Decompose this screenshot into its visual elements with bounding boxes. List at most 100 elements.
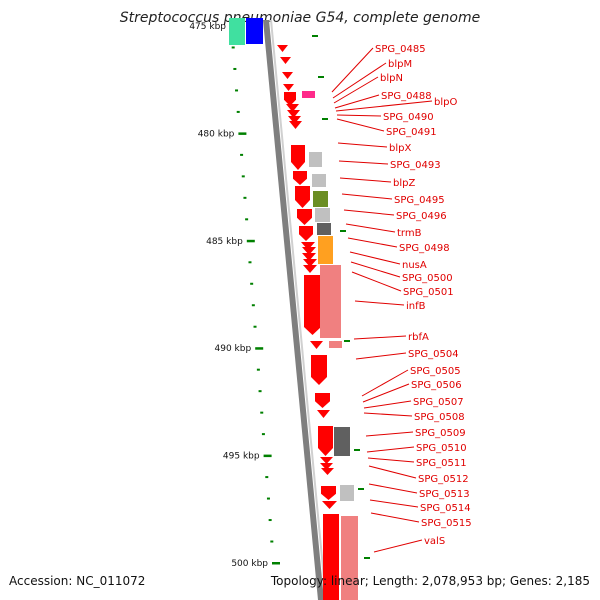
gene-label: SPG_0506	[411, 380, 462, 391]
gene-label: blpN	[380, 73, 403, 84]
gene-block-red	[323, 514, 339, 600]
minor-tick	[260, 411, 264, 414]
track-tick	[322, 118, 328, 120]
gene-label: blpZ	[393, 178, 415, 189]
gene-label-leader	[331, 47, 374, 93]
feature-block-salmon	[329, 341, 342, 348]
minor-tick	[253, 325, 257, 328]
minor-tick	[258, 390, 262, 393]
gene-label-leader	[370, 512, 420, 523]
track-tick	[364, 557, 370, 559]
gene-label-leader	[363, 400, 412, 409]
gene-label: SPG_0514	[420, 503, 471, 514]
gene-label: SPG_0508	[414, 412, 465, 423]
gene-label: SPG_0488	[381, 91, 432, 102]
gene-label-leader	[355, 352, 407, 360]
gene-arrow	[321, 468, 334, 475]
minor-tick	[241, 175, 245, 178]
scale-tick-label: 475 kbp	[189, 22, 226, 32]
gene-label: infB	[406, 301, 426, 312]
gene-arrow	[317, 410, 330, 418]
gene-arrow	[291, 145, 305, 170]
minor-tick	[240, 153, 244, 156]
gene-arrow	[311, 355, 327, 385]
gene-arrow	[284, 92, 296, 106]
feature-block-olive	[313, 191, 328, 207]
gene-label-leader	[353, 335, 407, 340]
gene-label: SPG_0500	[402, 273, 453, 284]
gene-label-leader	[354, 300, 405, 306]
minor-tick	[268, 519, 272, 522]
track-tick	[340, 230, 346, 232]
gene-label: SPG_0498	[399, 243, 450, 254]
gene-label-leader	[373, 539, 423, 553]
gene-arrow	[280, 57, 291, 64]
scale-tick-label: 500 kbp	[231, 559, 268, 569]
track-tick	[344, 340, 350, 342]
gene-label: SPG_0509	[415, 428, 466, 439]
gene-arrow	[302, 253, 316, 261]
gene-label-leader	[338, 160, 389, 165]
gene-label-leader	[367, 457, 415, 463]
major-tick	[263, 454, 272, 458]
track-tick	[318, 76, 324, 78]
feature-block-orange	[318, 236, 333, 264]
gene-label: SPG_0495	[394, 195, 445, 206]
gene-arrow	[310, 341, 323, 349]
scale-tick-label: 495 kbp	[223, 452, 260, 462]
gene-label: trmB	[397, 228, 422, 239]
gene-label-leader	[365, 431, 414, 437]
gene-label: SPG_0505	[410, 366, 461, 377]
track-tick	[358, 488, 364, 490]
minor-tick	[265, 476, 269, 479]
feature-block-gray	[309, 152, 322, 167]
gene-label-leader	[339, 177, 392, 183]
gene-label-leader	[362, 383, 410, 403]
gene-arrow	[318, 426, 333, 456]
feature-block-salmon	[341, 516, 358, 600]
gene-arrow	[302, 247, 316, 255]
gene-label: blpO	[434, 97, 457, 108]
minor-tick	[245, 218, 249, 221]
gene-label-leader	[332, 62, 387, 99]
scale-tick-label: 480 kbp	[198, 129, 235, 139]
gene-label: blpX	[389, 143, 411, 154]
minor-tick	[270, 540, 274, 543]
gene-arrow	[287, 110, 300, 118]
minor-tick	[266, 497, 270, 500]
gene-arrow	[288, 116, 301, 124]
gene-arrow	[289, 121, 302, 129]
minor-tick	[251, 304, 255, 307]
gene-label: SPG_0511	[416, 458, 467, 469]
gene-arrow	[320, 457, 333, 464]
gene-label: SPG_0493	[390, 160, 441, 171]
gene-arrow	[295, 186, 310, 208]
gene-label: blpM	[388, 59, 412, 70]
genome-backbone	[263, 20, 324, 600]
gene-label: rbfA	[408, 332, 429, 343]
feature-block-darkgray	[317, 223, 331, 235]
gene-label: SPG_0515	[421, 518, 472, 529]
gene-arrow	[297, 209, 312, 225]
gene-label-leader	[363, 412, 413, 417]
gene-label: SPG_0491	[386, 127, 437, 138]
gene-label: SPG_0501	[403, 287, 454, 298]
map-title: Streptococcus pneumoniae G54, complete g…	[119, 10, 481, 26]
gene-arrow	[315, 393, 330, 408]
gene-arrow	[303, 259, 317, 267]
gene-label-leader	[336, 114, 382, 117]
gene-label-leader	[350, 261, 401, 278]
accession-text: Accession: NC_011072	[9, 574, 146, 588]
major-tick	[238, 132, 247, 135]
gene-label: SPG_0485	[375, 44, 426, 55]
gene-label-leader	[351, 271, 402, 292]
gene-arrow	[286, 104, 299, 112]
gene-arrow	[322, 501, 337, 509]
gene-arrow	[301, 242, 315, 250]
major-tick	[255, 347, 264, 350]
minor-tick	[261, 433, 265, 436]
scale-tick-label: 485 kbp	[206, 237, 243, 247]
minor-tick	[235, 89, 239, 92]
gene-label-leader	[368, 465, 417, 479]
